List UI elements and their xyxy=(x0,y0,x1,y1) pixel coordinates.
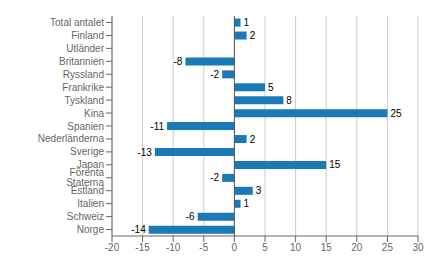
svg-text:10: 10 xyxy=(290,242,302,253)
svg-text:Nederländerna: Nederländerna xyxy=(38,133,105,144)
svg-text:-2: -2 xyxy=(210,69,219,80)
svg-text:2: 2 xyxy=(250,134,256,145)
svg-text:-6: -6 xyxy=(186,211,195,222)
svg-text:Kina: Kina xyxy=(84,108,104,119)
svg-text:Spanien: Spanien xyxy=(67,121,104,132)
svg-text:-2: -2 xyxy=(210,172,219,183)
svg-text:5: 5 xyxy=(262,242,268,253)
svg-text:Finland: Finland xyxy=(71,30,104,41)
svg-text:Estland: Estland xyxy=(70,185,104,197)
svg-text:1: 1 xyxy=(244,198,250,209)
svg-text:0: 0 xyxy=(232,242,238,253)
svg-text:Italien: Italien xyxy=(77,198,104,209)
svg-text:-14: -14 xyxy=(131,224,146,235)
svg-text:-8: -8 xyxy=(174,56,183,67)
svg-text:Tyskland: Tyskland xyxy=(65,95,104,106)
svg-text:FörentaStaterna: FörentaStaterna xyxy=(66,167,104,188)
svg-text:Frankrike: Frankrike xyxy=(62,82,104,93)
svg-text:-20: -20 xyxy=(105,242,120,253)
svg-text:Schweiz: Schweiz xyxy=(67,211,104,222)
svg-text:Utländer: Utländer xyxy=(66,43,104,54)
svg-text:-11: -11 xyxy=(150,121,164,132)
svg-text:15: 15 xyxy=(329,159,341,170)
svg-text:2: 2 xyxy=(250,30,256,41)
svg-text:30: 30 xyxy=(412,242,424,253)
svg-text:15: 15 xyxy=(321,242,333,253)
svg-text:25: 25 xyxy=(382,242,394,253)
svg-text:8: 8 xyxy=(286,95,292,106)
svg-text:-10: -10 xyxy=(166,242,181,253)
svg-text:-5: -5 xyxy=(199,242,208,253)
svg-text:20: 20 xyxy=(351,242,363,253)
svg-text:Norge: Norge xyxy=(77,224,105,235)
svg-text:Sverige: Sverige xyxy=(70,146,104,157)
svg-text:5: 5 xyxy=(268,82,274,93)
svg-text:Britannien: Britannien xyxy=(59,56,104,67)
svg-text:-13: -13 xyxy=(137,147,152,158)
svg-text:Total antalet: Total antalet xyxy=(50,17,104,28)
svg-text:1: 1 xyxy=(244,17,250,28)
svg-text:Ryssland: Ryssland xyxy=(63,69,104,80)
svg-text:25: 25 xyxy=(390,108,402,119)
svg-text:Japan: Japan xyxy=(77,159,104,170)
svg-text:3: 3 xyxy=(256,185,262,196)
svg-text:-15: -15 xyxy=(135,242,150,253)
